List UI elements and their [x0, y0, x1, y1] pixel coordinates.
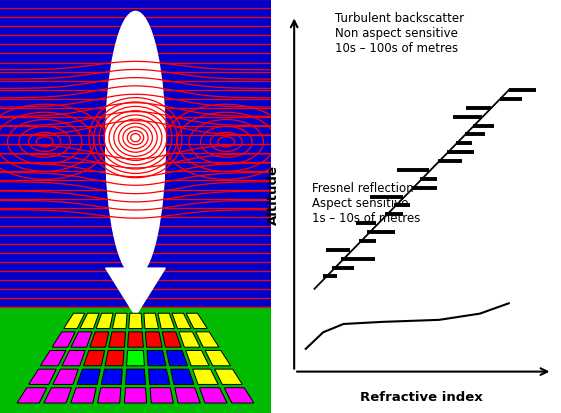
Polygon shape	[126, 369, 145, 385]
Polygon shape	[71, 388, 96, 403]
Polygon shape	[147, 351, 166, 366]
Polygon shape	[90, 332, 109, 347]
Polygon shape	[149, 369, 170, 385]
Polygon shape	[53, 369, 79, 385]
Polygon shape	[52, 332, 75, 347]
Polygon shape	[186, 313, 207, 329]
Polygon shape	[167, 351, 187, 366]
Bar	[0, 0, 271, 308]
Polygon shape	[171, 369, 194, 385]
Polygon shape	[98, 388, 121, 403]
Polygon shape	[105, 351, 124, 366]
Text: Refractive index: Refractive index	[360, 390, 483, 403]
Polygon shape	[150, 388, 173, 403]
Polygon shape	[215, 369, 242, 385]
Polygon shape	[144, 313, 159, 329]
Polygon shape	[128, 313, 142, 329]
Polygon shape	[112, 313, 127, 329]
Polygon shape	[105, 268, 165, 316]
Polygon shape	[109, 332, 126, 347]
Text: Altitude: Altitude	[268, 164, 280, 224]
Polygon shape	[224, 388, 254, 403]
Polygon shape	[196, 332, 219, 347]
Polygon shape	[127, 351, 144, 366]
Polygon shape	[179, 332, 200, 347]
Polygon shape	[71, 332, 92, 347]
Text: Fresnel reflection
Aspect sensitive
1s – 10s of metres: Fresnel reflection Aspect sensitive 1s –…	[311, 182, 420, 225]
Polygon shape	[128, 332, 143, 347]
Polygon shape	[40, 351, 66, 366]
Polygon shape	[145, 332, 162, 347]
Polygon shape	[205, 351, 231, 366]
Polygon shape	[172, 313, 191, 329]
Polygon shape	[158, 313, 175, 329]
Polygon shape	[200, 388, 227, 403]
Polygon shape	[64, 313, 85, 329]
Polygon shape	[77, 369, 100, 385]
Polygon shape	[175, 388, 200, 403]
Polygon shape	[101, 369, 122, 385]
Polygon shape	[29, 369, 56, 385]
Polygon shape	[192, 369, 218, 385]
Polygon shape	[80, 313, 99, 329]
Bar	[0, 308, 271, 413]
Polygon shape	[125, 388, 146, 403]
Polygon shape	[96, 313, 113, 329]
Polygon shape	[62, 351, 85, 366]
Polygon shape	[186, 351, 209, 366]
Polygon shape	[162, 332, 181, 347]
Polygon shape	[44, 388, 71, 403]
Polygon shape	[17, 388, 47, 403]
Ellipse shape	[105, 12, 165, 277]
Text: Turbulent backscatter
Non aspect sensitive
10s – 100s of metres: Turbulent backscatter Non aspect sensiti…	[335, 12, 464, 55]
Polygon shape	[84, 351, 104, 366]
